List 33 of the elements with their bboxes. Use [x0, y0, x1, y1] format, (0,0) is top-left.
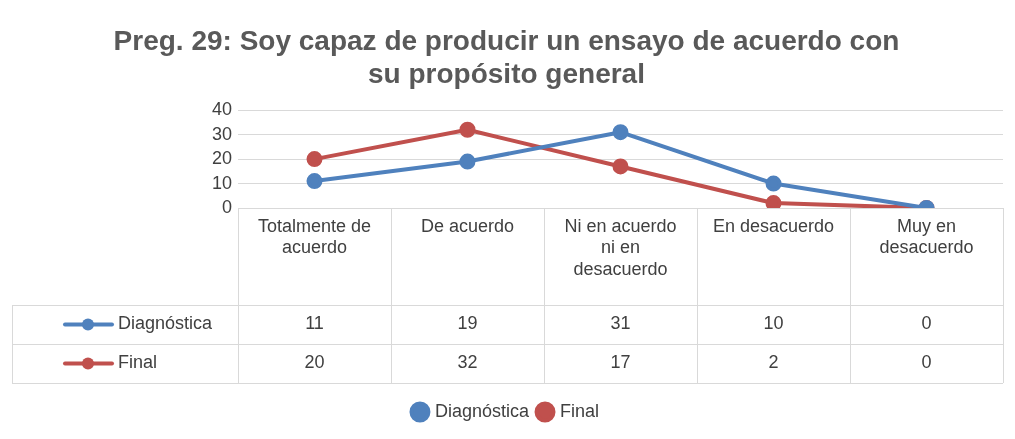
y-tick-label: 30 — [211, 123, 232, 144]
y-tick-label: 20 — [211, 148, 232, 169]
y-tick-label: 10 — [211, 172, 232, 193]
text: Final — [118, 352, 158, 373]
point — [306, 151, 323, 168]
point — [765, 195, 782, 208]
data-label: 11 — [305, 313, 324, 334]
data-label: 0 — [921, 352, 932, 373]
y-tick-label: 40 — [211, 99, 232, 120]
data-label: 2 — [768, 352, 779, 373]
point — [612, 124, 629, 141]
point — [612, 158, 629, 175]
x-tick-label: Totalmente de acuerdo — [257, 215, 372, 258]
point — [765, 175, 782, 192]
point — [459, 121, 476, 138]
text: Diagnóstica — [434, 400, 530, 421]
point — [306, 173, 323, 190]
legend-label: Diagnóstica — [118, 313, 214, 334]
data-label: 31 — [610, 313, 631, 334]
legend-label: Final — [560, 400, 600, 421]
data-label: 20 — [304, 352, 325, 373]
x-tick-label: Ni en acuerdo ni en desacuerdo — [564, 215, 677, 279]
data-label: 10 — [763, 313, 784, 334]
data-label: 0 — [921, 313, 932, 334]
chart-title: Preg. 29: Soy capaz de producir un ensayo de acuerdo con su propósito general — [113, 24, 900, 90]
y-tick-label: 0 — [221, 196, 232, 217]
x-tick-label: Muy en desacuerdo — [879, 215, 974, 258]
data-label: 19 — [457, 313, 478, 334]
data-label: 17 — [610, 352, 631, 373]
x-tick-label: En desacuerdo — [712, 215, 835, 236]
data-label: 32 — [457, 352, 478, 373]
point — [459, 153, 476, 170]
x-tick-label: De acuerdo — [420, 215, 515, 236]
